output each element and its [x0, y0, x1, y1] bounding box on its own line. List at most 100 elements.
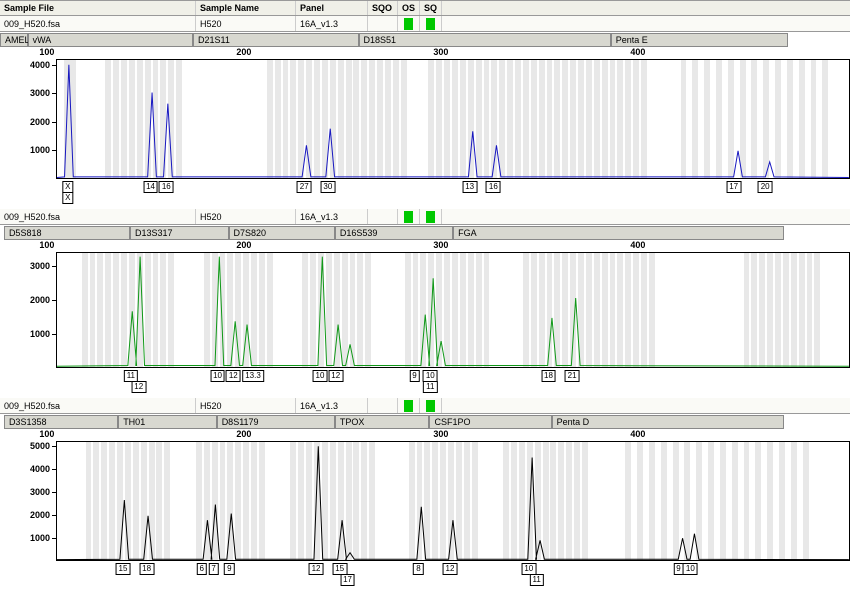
- sample-info-row[interactable]: 009_H520.fsaH52016A_v1.3: [0, 398, 850, 414]
- col-sample-file[interactable]: Sample File: [0, 1, 196, 15]
- allele-callout[interactable]: 12: [131, 381, 146, 393]
- locus-row: AMELvWAD21S11D18S51Penta E: [0, 32, 850, 47]
- sample-file-cell: 009_H520.fsa: [0, 16, 196, 31]
- trace-svg: [57, 253, 849, 368]
- locus-label[interactable]: CSF1PO: [429, 415, 551, 429]
- locus-label[interactable]: D13S317: [130, 226, 229, 240]
- plot-area[interactable]: [56, 252, 850, 368]
- sample-name-cell: H520: [196, 209, 296, 224]
- y-tick: 3000: [30, 487, 50, 497]
- allele-callout[interactable]: 14: [143, 181, 158, 193]
- sqo-cell: [368, 209, 398, 224]
- col-sqo[interactable]: SQO: [368, 1, 398, 15]
- allele-callout[interactable]: X: [62, 192, 73, 204]
- locus-label[interactable]: D16S539: [335, 226, 453, 240]
- allele-callout[interactable]: 16: [486, 181, 501, 193]
- sqo-cell: [368, 16, 398, 31]
- electropherogram-plot: 100020003000: [0, 252, 850, 368]
- col-os[interactable]: OS: [398, 1, 420, 15]
- sample-name-cell: H520: [196, 398, 296, 413]
- allele-callout[interactable]: 18: [541, 370, 556, 382]
- allele-callout[interactable]: 9: [224, 563, 234, 575]
- x-tick: 400: [630, 240, 645, 250]
- allele-callout[interactable]: 11: [423, 381, 437, 393]
- allele-callout[interactable]: 15: [116, 563, 131, 575]
- panel-cell: 16A_v1.3: [296, 398, 368, 413]
- locus-label[interactable]: TH01: [118, 415, 217, 429]
- plot-area[interactable]: [56, 441, 850, 561]
- trace-svg: [57, 60, 849, 179]
- allele-callout[interactable]: 7: [208, 563, 218, 575]
- y-tick: 4000: [30, 464, 50, 474]
- y-tick: 2000: [30, 510, 50, 520]
- locus-label[interactable]: D5S818: [4, 226, 130, 240]
- allele-callout[interactable]: 10: [683, 563, 698, 575]
- sq-indicator: [420, 398, 442, 413]
- y-axis: 100020003000: [0, 252, 56, 368]
- allele-callout[interactable]: 18: [139, 563, 154, 575]
- x-tick: 200: [236, 240, 251, 250]
- y-axis: 1000200030004000: [0, 59, 56, 179]
- allele-callout[interactable]: 12: [328, 370, 343, 382]
- col-sq[interactable]: SQ: [420, 1, 442, 15]
- x-tick: 200: [236, 429, 251, 439]
- x-axis: 100200300400: [0, 429, 850, 441]
- locus-label[interactable]: D3S1358: [4, 415, 118, 429]
- sample-file-cell: 009_H520.fsa: [0, 209, 196, 224]
- col-panel[interactable]: Panel: [296, 1, 368, 15]
- sq-indicator: [420, 16, 442, 31]
- x-tick: 400: [630, 47, 645, 57]
- locus-label[interactable]: Penta E: [611, 33, 788, 47]
- sample-info-row[interactable]: 009_H520.fsaH52016A_v1.3: [0, 209, 850, 225]
- allele-callout[interactable]: 20: [758, 181, 773, 193]
- sample-info-row[interactable]: 009_H520.fsaH52016A_v1.3: [0, 16, 850, 32]
- allele-callout[interactable]: 16: [159, 181, 174, 193]
- locus-label[interactable]: vWA: [28, 33, 193, 47]
- allele-callout[interactable]: 13.3: [242, 370, 264, 382]
- allele-callout[interactable]: 21: [565, 370, 580, 382]
- allele-callout[interactable]: 27: [297, 181, 312, 193]
- allele-callout[interactable]: 11: [530, 574, 544, 586]
- column-header-row: Sample File Sample Name Panel SQO OS SQ: [0, 0, 850, 16]
- sample-name-cell: H520: [196, 16, 296, 31]
- locus-label[interactable]: D21S11: [193, 33, 358, 47]
- locus-label[interactable]: D8S1179: [217, 415, 335, 429]
- allele-callout[interactable]: 10: [313, 370, 328, 382]
- allele-callout-row: 15186791215178121011910: [56, 563, 844, 585]
- col-sample-name[interactable]: Sample Name: [196, 1, 296, 15]
- allele-callout[interactable]: 17: [726, 181, 741, 193]
- allele-callout[interactable]: 30: [320, 181, 335, 193]
- sq-indicator: [420, 209, 442, 224]
- locus-label[interactable]: AMEL: [0, 33, 28, 47]
- x-tick: 300: [433, 429, 448, 439]
- y-tick: 1000: [30, 145, 50, 155]
- locus-label[interactable]: D18S51: [359, 33, 611, 47]
- y-axis: 10002000300040005000: [0, 441, 56, 561]
- os-indicator: [398, 398, 420, 413]
- electropherogram-plot: 1000200030004000: [0, 59, 850, 179]
- x-tick: 100: [39, 429, 54, 439]
- allele-callout[interactable]: 8: [413, 563, 423, 575]
- os-indicator: [398, 209, 420, 224]
- allele-callout[interactable]: 6: [197, 563, 207, 575]
- locus-label[interactable]: Penta D: [552, 415, 784, 429]
- allele-callout[interactable]: 9: [409, 370, 419, 382]
- locus-label[interactable]: FGA: [453, 226, 784, 240]
- plot-area[interactable]: [56, 59, 850, 179]
- y-tick: 3000: [30, 88, 50, 98]
- allele-callout-row: 1112101213.31012910111821: [56, 370, 844, 392]
- allele-callout[interactable]: 17: [340, 574, 355, 586]
- allele-callout[interactable]: 12: [226, 370, 241, 382]
- allele-callout[interactable]: 13: [462, 181, 477, 193]
- x-axis: 100200300400: [0, 47, 850, 59]
- locus-label[interactable]: TPOX: [335, 415, 430, 429]
- y-tick: 2000: [30, 295, 50, 305]
- allele-callout[interactable]: 12: [309, 563, 324, 575]
- allele-callout[interactable]: 10: [210, 370, 225, 382]
- locus-label[interactable]: D7S820: [229, 226, 335, 240]
- panel-cell: 16A_v1.3: [296, 209, 368, 224]
- x-axis: 100200300400: [0, 240, 850, 252]
- allele-callout[interactable]: 12: [443, 563, 458, 575]
- y-tick: 1000: [30, 329, 50, 339]
- y-tick: 4000: [30, 60, 50, 70]
